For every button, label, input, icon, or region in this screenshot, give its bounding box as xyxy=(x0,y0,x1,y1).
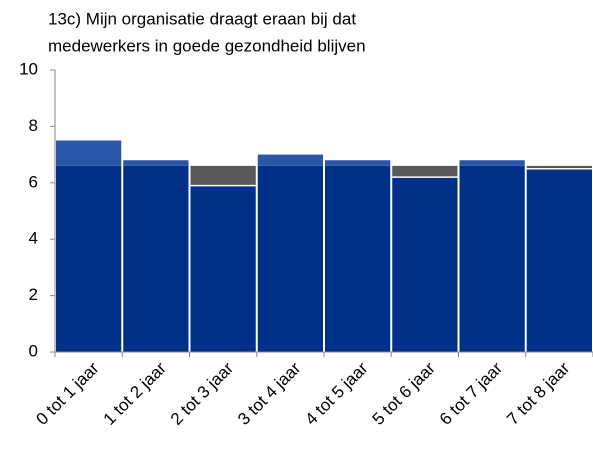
x-tick-label: 0 tot 1 jaar xyxy=(32,358,102,428)
bar-difference xyxy=(459,160,525,166)
y-tick-label: 2 xyxy=(29,285,38,304)
bar xyxy=(257,165,323,352)
x-tick-label: 6 tot 7 jaar xyxy=(436,358,506,428)
y-tick-label: 10 xyxy=(19,59,38,78)
bar-difference xyxy=(190,165,256,186)
bar xyxy=(459,165,525,352)
chart-title: medewerkers in goede gezondheid blijven xyxy=(48,36,366,55)
bar-difference xyxy=(392,165,458,178)
x-tick-label: 1 tot 2 jaar xyxy=(100,358,170,428)
bar xyxy=(392,177,458,352)
y-tick-label: 8 xyxy=(29,116,38,135)
y-tick-label: 6 xyxy=(29,172,38,191)
bar xyxy=(325,165,391,352)
bar xyxy=(56,165,122,352)
bar-difference xyxy=(325,160,391,166)
bar-difference xyxy=(526,165,592,169)
y-tick-label: 0 xyxy=(29,341,38,360)
bar-difference xyxy=(56,140,122,166)
bar xyxy=(123,165,189,352)
x-tick-label: 5 tot 6 jaar xyxy=(369,358,439,428)
bar xyxy=(190,185,256,352)
bar-difference xyxy=(257,154,323,166)
bar-difference xyxy=(123,160,189,166)
x-tick-label: 3 tot 4 jaar xyxy=(234,358,304,428)
y-tick-label: 4 xyxy=(29,229,38,248)
x-tick-label: 4 tot 5 jaar xyxy=(301,358,371,428)
x-tick-label: 7 tot 8 jaar xyxy=(503,358,573,428)
x-tick-label: 2 tot 3 jaar xyxy=(167,358,237,428)
chart-title: 13c) Mijn organisatie draagt eraan bij d… xyxy=(48,9,356,28)
bar xyxy=(526,168,592,352)
